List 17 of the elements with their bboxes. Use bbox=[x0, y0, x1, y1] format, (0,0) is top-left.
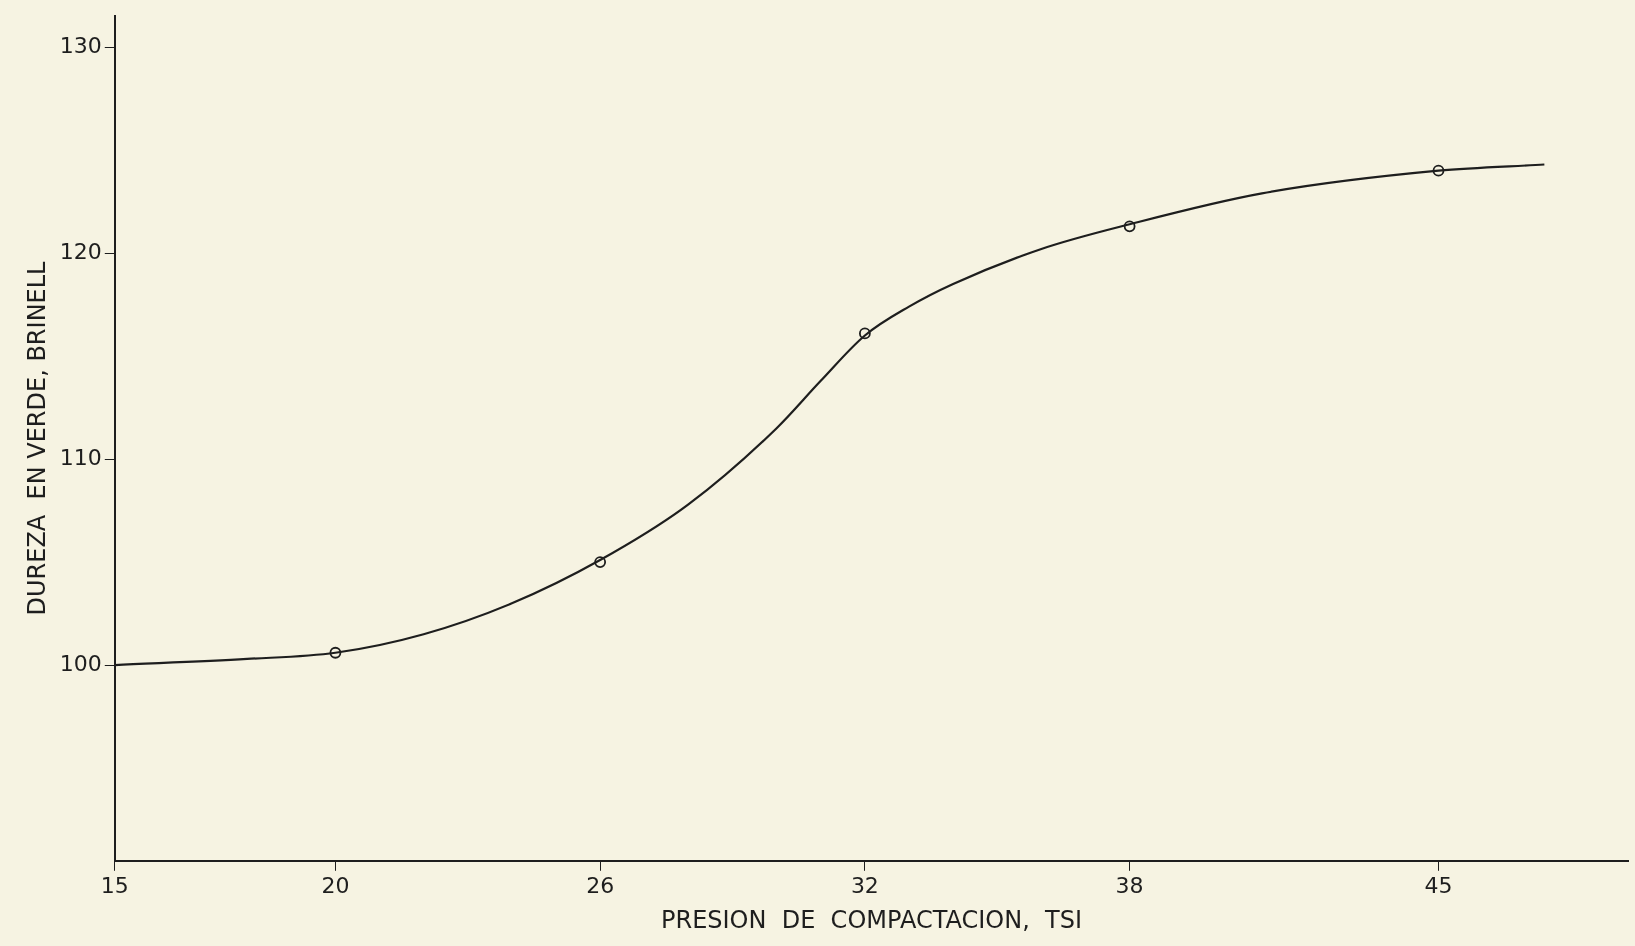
y-axis-title: DUREZA EN VERDE, BRINELL bbox=[22, 260, 51, 616]
x-tick-label: 26 bbox=[586, 872, 615, 898]
point bbox=[329, 646, 342, 659]
y-tick-label: 110 bbox=[59, 444, 102, 470]
x-tick-label: 20 bbox=[321, 872, 350, 898]
y-tick-label: 130 bbox=[59, 32, 102, 58]
point bbox=[1123, 220, 1136, 233]
x-tick-label: 38 bbox=[1115, 872, 1144, 898]
point bbox=[594, 556, 607, 568]
x-tick-label: 15 bbox=[100, 872, 129, 898]
x-tick-label: 32 bbox=[850, 872, 879, 898]
y-tick-label: 120 bbox=[59, 238, 102, 264]
x-tick-label: 45 bbox=[1424, 872, 1453, 898]
point bbox=[1432, 164, 1445, 177]
y-tick-label: 100 bbox=[59, 650, 102, 676]
x-axis-title: PRESION DE COMPACTACION, TSI bbox=[660, 905, 1082, 934]
point bbox=[858, 327, 871, 340]
